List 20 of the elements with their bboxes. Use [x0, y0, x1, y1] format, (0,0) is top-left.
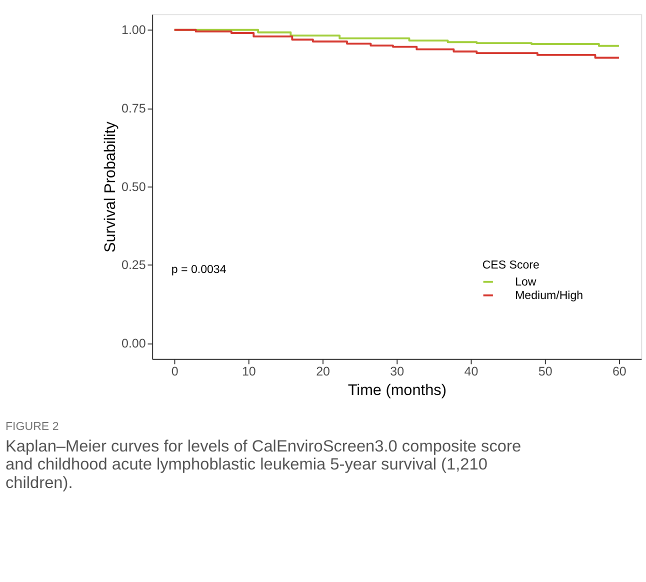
caption: FIGURE 2 [5, 421, 59, 434]
y-tick-label: 0.25 [122, 258, 146, 272]
x-tick-label: 50 [538, 364, 552, 379]
annotation: p = 0.0034 [171, 264, 227, 276]
y-tick-label: 0.50 [122, 180, 146, 194]
legend-label: Low [515, 276, 537, 289]
y-tick-label: 0.75 [122, 102, 146, 116]
y-tick-label: 0.00 [122, 336, 146, 351]
x-axis-title: Time (months) [348, 382, 446, 399]
x-tick-label: 30 [390, 364, 404, 379]
text: Kaplan–Meier curves for levels of CalEnviroScreen3.0 composite score and childhood acute lymphoblastic leukemia 5-year survival (1,210 children). [5, 437, 522, 492]
y-axis-title: Survival Probability [102, 121, 119, 252]
x-tick-label: 0 [171, 364, 178, 379]
legend-label: Medium/High [515, 290, 584, 302]
x-tick-label: 10 [242, 364, 256, 379]
legend-title: CES Score [482, 259, 540, 272]
x-tick-label: 20 [316, 364, 330, 379]
x-tick-label: 60 [612, 364, 626, 379]
x-tick-label: 40 [464, 364, 478, 379]
y-tick-label: 1.00 [122, 23, 146, 38]
